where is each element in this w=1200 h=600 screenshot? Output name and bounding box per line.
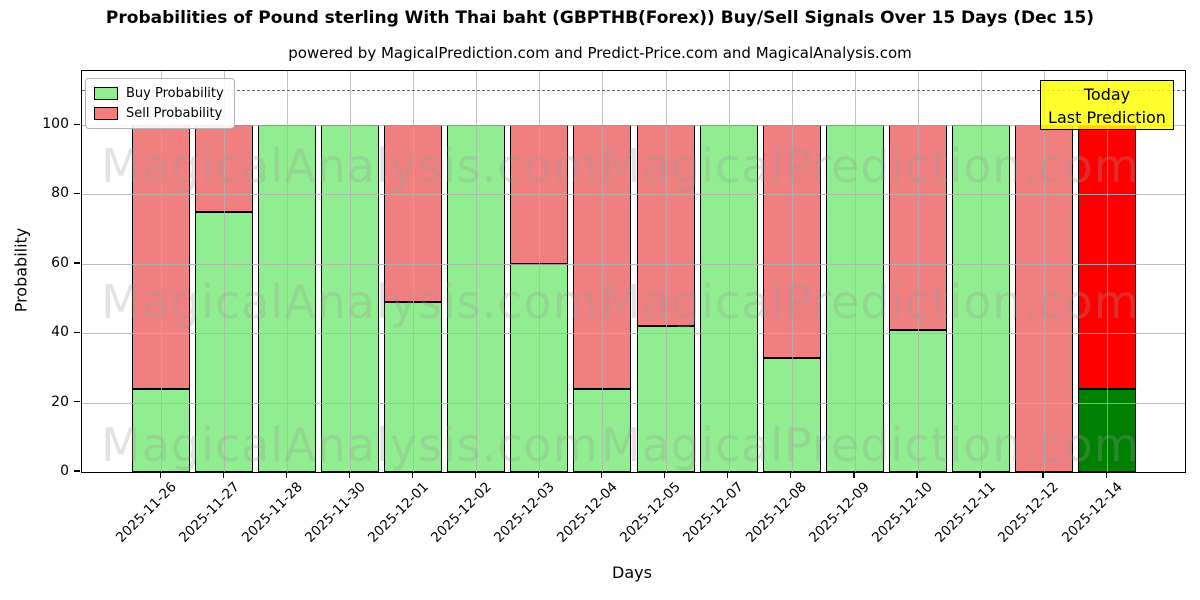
vertical-gridline	[917, 71, 919, 472]
x-tick-label: 2025-12-09	[806, 479, 874, 546]
horizontal-gridline	[82, 125, 1185, 127]
vertical-gridline	[1107, 71, 1108, 472]
watermark-text: MagicalPrediction.com	[601, 418, 1140, 472]
x-tick-label: 2025-12-07	[680, 479, 747, 546]
x-tick-mark	[1042, 472, 1044, 478]
x-tick-mark	[664, 472, 666, 478]
x-tick-mark	[790, 472, 792, 478]
y-tick-mark	[74, 192, 80, 195]
watermark-text: MagicalAnalysis.com	[101, 275, 599, 329]
x-tick-mark	[411, 472, 414, 478]
vertical-gridline	[980, 71, 982, 472]
today-annotation-line1: Today	[1083, 85, 1131, 104]
vertical-gridline	[350, 71, 352, 472]
x-tick-mark	[916, 472, 918, 478]
vertical-gridline	[539, 71, 541, 472]
x-tick-label: 2025-12-11	[932, 479, 1000, 546]
x-tick-label: 2025-12-02	[427, 479, 495, 546]
vertical-gridline	[224, 71, 226, 472]
horizontal-gridline	[82, 333, 1185, 335]
chart-subtitle: powered by MagicalPrediction.com and Pre…	[288, 44, 912, 62]
legend-sell-swatch	[94, 107, 118, 120]
x-tick-mark	[537, 472, 540, 478]
x-tick-label: 2025-12-04	[553, 479, 621, 546]
x-tick-mark	[285, 472, 287, 478]
x-tick-label: 2025-12-14	[1058, 479, 1126, 546]
x-tick-label: 2025-12-08	[743, 479, 810, 546]
vertical-gridline	[161, 71, 162, 472]
vertical-gridline	[476, 71, 478, 472]
plot-area: MagicalAnalysis.com MagicalPrediction.com…	[81, 70, 1186, 473]
watermark-text: MagicalAnalysis.com	[101, 139, 599, 193]
today-annotation-line2: Last Prediction	[1048, 108, 1166, 127]
x-tick-mark	[348, 472, 350, 478]
x-tick-mark	[727, 472, 729, 478]
vertical-gridline	[413, 71, 415, 472]
x-tick-label: 2025-12-12	[995, 479, 1063, 546]
vertical-gridline	[854, 71, 856, 472]
x-tick-label: 2025-12-10	[869, 479, 937, 546]
horizontal-gridline	[82, 263, 1185, 265]
vertical-gridline	[287, 71, 289, 472]
legend-item-buy: Buy Probability	[94, 86, 224, 101]
x-tick-label: 2025-12-05	[617, 479, 684, 546]
x-tick-mark	[222, 472, 224, 478]
y-tick-label: 80	[51, 185, 69, 202]
x-tick-label: 2025-11-26	[112, 479, 180, 546]
y-tick-label: 40	[51, 324, 69, 341]
chart-title: Probabilities of Pound sterling With Tha…	[105, 8, 1095, 28]
horizontal-gridline	[82, 194, 1185, 196]
legend-buy-label: Buy Probability	[126, 86, 224, 101]
watermark-text: MagicalPrediction.com	[601, 139, 1140, 193]
y-tick-mark	[74, 262, 80, 264]
y-tick-label: 100	[42, 116, 69, 133]
y-tick-mark	[74, 401, 80, 403]
vertical-gridline	[1043, 71, 1045, 472]
x-tick-mark	[1105, 472, 1107, 478]
legend-buy-swatch	[94, 87, 118, 100]
x-tick-mark	[853, 472, 855, 478]
y-tick-label: 0	[60, 463, 69, 479]
x-tick-mark	[474, 472, 477, 478]
x-tick-mark	[600, 472, 603, 478]
x-tick-mark	[979, 472, 981, 478]
x-tick-label: 2025-12-03	[490, 479, 558, 546]
vertical-gridline	[728, 71, 730, 472]
y-tick-mark	[74, 331, 80, 333]
today-annotation: Today Last Prediction	[1040, 80, 1174, 130]
legend: Buy Probability Sell Probability	[85, 78, 235, 129]
dashed-threshold-line	[82, 90, 1185, 92]
x-tick-label: 2025-11-28	[238, 479, 306, 546]
vertical-gridline	[665, 71, 667, 472]
y-tick-mark	[74, 123, 80, 125]
y-tick-label: 20	[51, 393, 69, 410]
legend-sell-label: Sell Probability	[126, 106, 223, 121]
horizontal-gridline	[82, 402, 1185, 404]
x-tick-mark	[159, 472, 161, 478]
x-tick-label: 2025-11-30	[301, 479, 369, 546]
vertical-gridline	[791, 71, 793, 472]
watermark-text: MagicalAnalysis.com	[101, 418, 599, 472]
vertical-gridline	[602, 71, 604, 472]
x-tick-label: 2025-12-01	[364, 479, 432, 546]
x-axis-label: Days	[612, 563, 652, 582]
watermark-text: MagicalPrediction.com	[601, 275, 1140, 329]
legend-item-sell: Sell Probability	[94, 106, 224, 121]
y-tick-label: 60	[51, 254, 69, 271]
y-tick-mark	[74, 470, 80, 472]
x-tick-label: 2025-11-27	[175, 479, 243, 546]
